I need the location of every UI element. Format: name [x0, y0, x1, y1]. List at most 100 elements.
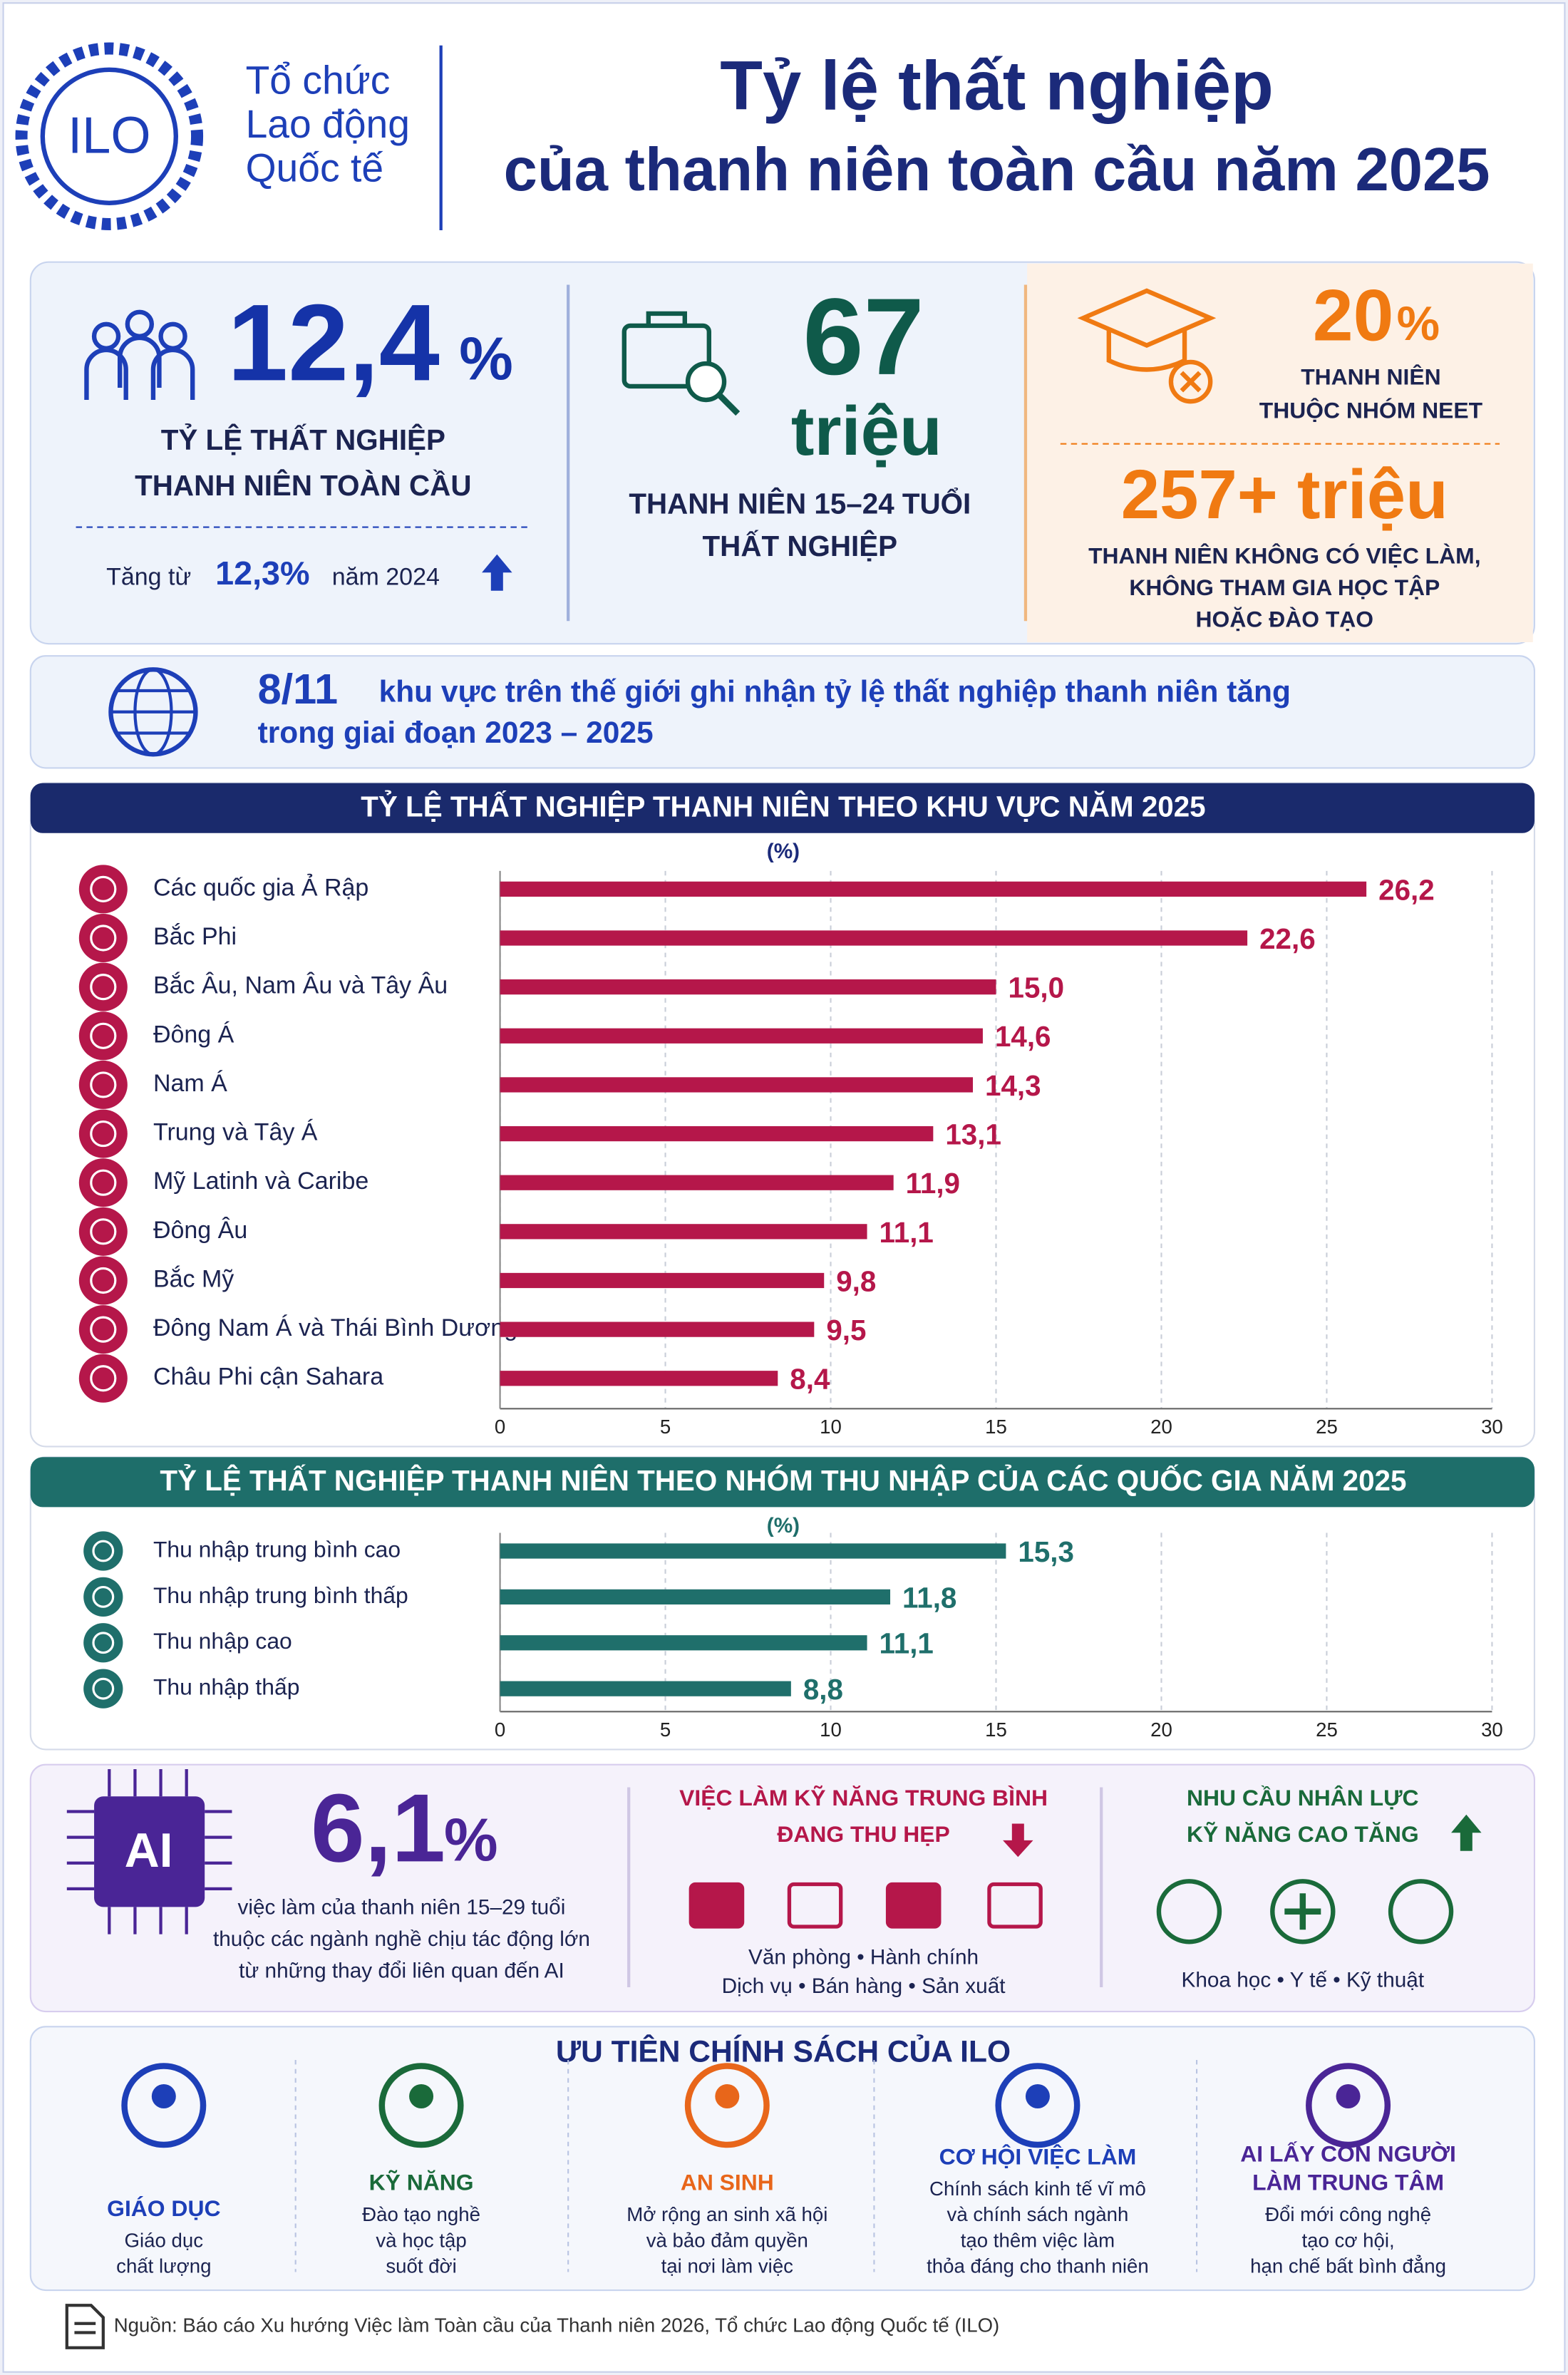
policy-text: và chính sách ngành	[947, 2203, 1129, 2225]
category-icon	[78, 1354, 128, 1403]
icon	[685, 361, 727, 403]
category-icon	[78, 962, 128, 1011]
x-tick-label: 10	[820, 1719, 842, 1741]
x-tick-label: 30	[1481, 1719, 1503, 1741]
category-icon	[78, 1060, 128, 1109]
bar	[500, 1125, 934, 1142]
x-tick-label: 15	[985, 1416, 1007, 1438]
x-tick-label: 15	[985, 1719, 1007, 1741]
category-icon	[78, 1109, 128, 1158]
policy-icon	[1306, 2063, 1391, 2148]
category-icon	[83, 1669, 123, 1709]
source-note: Nguồn: Báo cáo Xu hướng Việc làm Toàn cầ…	[114, 2314, 1000, 2336]
category-icon-detail	[92, 1677, 115, 1700]
stat-label: THANH NIÊN TOÀN CẦU	[135, 469, 471, 502]
stat-note-value: 12,3%	[215, 555, 310, 592]
icon	[787, 1882, 843, 1929]
bar	[500, 1175, 894, 1190]
section-title: ĐANG THU HẸP	[777, 1821, 950, 1847]
value-label: 11,1	[880, 1627, 934, 1660]
icon	[117, 335, 162, 388]
stat-label: THANH NIÊN KHÔNG CÓ VIỆC LÀM,	[1088, 542, 1480, 568]
stat-value: 67	[803, 276, 924, 398]
value-label: 8,4	[790, 1363, 830, 1396]
category-label: Đông Nam Á và Thái Bình Dương	[153, 1314, 517, 1341]
value-label: 11,8	[902, 1581, 956, 1614]
category-icon	[78, 1256, 128, 1305]
note-text: trong giai đoạn 2023 – 2025	[258, 716, 654, 750]
category-label: Bắc Phi	[153, 923, 237, 950]
category-label: Châu Phi cận Sahara	[153, 1364, 383, 1391]
chip-pin	[66, 1769, 232, 1934]
bar	[500, 1681, 791, 1696]
category-label: Thu nhập trung bình cao	[153, 1536, 401, 1562]
category-icon-detail	[92, 1632, 115, 1654]
icon	[621, 323, 711, 389]
policy-title: CƠ HỘI VIỆC LÀM	[939, 2144, 1137, 2170]
policy-text: và bảo đảm quyền	[646, 2229, 808, 2251]
x-tick-label: 20	[1150, 1416, 1172, 1438]
value-label: 11,1	[880, 1216, 934, 1249]
section-title: VIỆC LÀM KỸ NĂNG TRUNG BÌNH	[679, 1785, 1048, 1810]
icon	[646, 311, 687, 326]
section-title: KỸ NĂNG CAO TĂNG	[1187, 1821, 1419, 1847]
note-text: khu vực trên thế giới ghi nhận tỷ lệ thấ…	[379, 675, 1291, 709]
x-tick-label: 25	[1316, 1719, 1338, 1741]
category-icon	[78, 1158, 128, 1207]
stat-label: THUỘC NHÓM NEET	[1259, 397, 1483, 423]
stat-label: KHÔNG THAM GIA HỌC TẬP	[1129, 575, 1440, 600]
ai-chip	[94, 1796, 205, 1907]
bar	[500, 881, 1367, 897]
category-icon-detail	[90, 1218, 117, 1245]
category-icon	[78, 1305, 128, 1354]
policy-text: Đổi mới công nghệ	[1265, 2203, 1431, 2225]
category-icon-detail	[90, 1267, 117, 1294]
category-label: Đông Âu	[153, 1217, 247, 1244]
category-label: Nam Á	[153, 1070, 227, 1097]
icon	[110, 689, 196, 735]
policy-icon	[995, 2063, 1080, 2148]
stat-label: THANH NIÊN 15–24 TUỔI	[629, 486, 971, 520]
org-name: Lao động	[246, 102, 410, 146]
category-icon-detail	[90, 1071, 117, 1098]
value-label: 14,6	[995, 1020, 1051, 1053]
value-label: 13,1	[945, 1118, 1001, 1150]
policy-text: Giáo dục	[125, 2229, 204, 2251]
stat-value: 12,4	[227, 282, 440, 403]
title: của thanh niên toàn cầu năm 2025	[504, 136, 1490, 204]
policy-title: LÀM TRUNG TÂM	[1252, 2170, 1444, 2195]
x-tick-label: 5	[660, 1719, 671, 1741]
stat-unit: triệu	[791, 392, 942, 470]
icon	[1284, 1893, 1321, 1930]
x-tick-label: 20	[1150, 1719, 1172, 1741]
value-label: 14,3	[985, 1069, 1041, 1102]
bar	[500, 1322, 815, 1337]
logo-ring	[15, 42, 204, 230]
chip-label: AI	[125, 1823, 173, 1877]
panel	[29, 1763, 1535, 2013]
category-icon	[78, 1011, 128, 1061]
logo-text: ILO	[68, 108, 150, 165]
icon	[987, 1882, 1043, 1929]
policy-text: tạo thêm việc làm	[961, 2229, 1115, 2251]
policy-text: thỏa đáng cho thanh niên	[927, 2255, 1149, 2277]
bar	[500, 1224, 867, 1240]
title: Tỷ lệ thất nghiệp	[720, 46, 1274, 124]
policy-icon-detail	[409, 2084, 434, 2108]
category-icon-detail	[90, 1365, 117, 1392]
category-icon-detail	[90, 1120, 117, 1148]
ai-text: từ những thay đổi liên quan đến AI	[239, 1959, 564, 1983]
ai-text: việc làm của thanh niên 15–29 tuổi	[238, 1895, 566, 1919]
category-icon	[83, 1531, 123, 1571]
chip-pin	[66, 1769, 232, 1934]
stat-value: 6,1	[311, 1773, 445, 1882]
policy-icon	[378, 2063, 464, 2148]
chart-title: TỶ LỆ THẤT NGHIỆP THANH NIÊN THEO KHU VỰ…	[361, 790, 1205, 823]
stat-label: THẤT NGHIỆP	[703, 530, 898, 562]
category-icon-detail	[90, 974, 117, 1001]
x-tick-label: 0	[495, 1719, 505, 1741]
category-icon	[78, 914, 128, 963]
x-tick-label: 5	[660, 1416, 671, 1438]
